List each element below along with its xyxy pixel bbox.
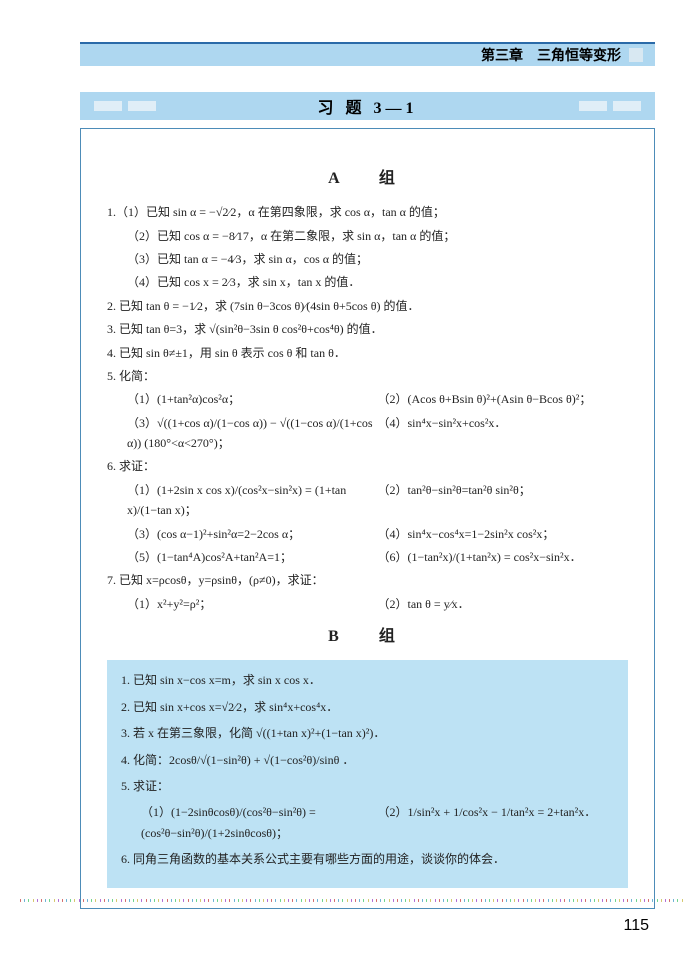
group-b-title: B 组 (107, 623, 628, 650)
question-6-4: （4）sin⁴x−cos⁴x=1−2sin²x cos²x； (378, 524, 629, 544)
header-decor-left (94, 101, 156, 111)
b-question-5: 5. 求证： (121, 776, 614, 796)
b-question-2: 2. 已知 sin x+cos x=√2⁄2，求 sin⁴x+cos⁴x． (121, 697, 614, 717)
question-5-2: （2）(Acos θ+Bsin θ)²+(Asin θ−Bcos θ)²； (378, 389, 629, 409)
question-5-3: （3）√((1+cos α)/(1−cos α)) − √((1−cos α)/… (127, 413, 378, 454)
question-1-3: （3）已知 tan α = −4⁄3，求 sin α，cos α 的值； (107, 249, 628, 269)
b-question-4: 4. 化简：2cosθ/√(1−sin²θ) + √(1−cos²θ)/sinθ… (121, 750, 614, 770)
group-b-box: 1. 已知 sin x−cos x=m，求 sin x cos x． 2. 已知… (107, 660, 628, 887)
question-6-6: （6）(1−tan²x)/(1+tan²x) = cos²x−sin²x． (378, 547, 629, 567)
header-decor-right (579, 101, 641, 111)
b-question-5-1: （1）(1−2sinθcosθ)/(cos²θ−sin²θ) = (cos²θ−… (141, 802, 378, 843)
question-6-2: （2）tan²θ−sin²θ=tan²θ sin²θ； (378, 480, 629, 521)
b-question-6: 6. 同角三角函数的基本关系公式主要有哪些方面的用途，谈谈你的体会． (121, 849, 614, 869)
section-header: 习 题 3—1 (80, 92, 655, 120)
question-7-1: （1）x²+y²=ρ²； (127, 594, 378, 614)
group-a-title: A 组 (107, 165, 628, 192)
b-question-5-2: （2）1/sin²x + 1/cos²x − 1/tan²x = 2+tan²x… (378, 802, 615, 843)
question-5-4: （4）sin⁴x−sin²x+cos²x． (378, 413, 629, 454)
b-question-3: 3. 若 x 在第三象限，化简 √((1+tan x)²+(1−tan x)²)… (121, 723, 614, 743)
question-1-1: 1.（1）已知 sin α = −√2⁄2，α 在第四象限，求 cos α，ta… (107, 202, 628, 222)
question-6: 6. 求证： (107, 456, 628, 476)
question-7-2: （2）tan θ = y⁄x． (378, 594, 629, 614)
section-title: 习 题 3—1 (317, 94, 417, 118)
question-6-3: （3）(cos α−1)²+sin²α=2−2cos α； (127, 524, 378, 544)
question-6-1: （1）(1+2sin x cos x)/(cos²x−sin²x) = (1+t… (127, 480, 378, 521)
page-content: A 组 1.（1）已知 sin α = −√2⁄2，α 在第四象限，求 cos … (80, 128, 655, 909)
header-decor (629, 48, 643, 62)
question-4: 4. 已知 sin θ≠±1，用 sin θ 表示 cos θ 和 tan θ． (107, 343, 628, 363)
question-1-2: （2）已知 cos α = −8⁄17，α 在第二象限，求 sin α，tan … (107, 226, 628, 246)
question-7: 7. 已知 x=ρcosθ，y=ρsinθ，(ρ≠0)，求证： (107, 570, 628, 590)
question-1-4: （4）已知 cos x = 2⁄3，求 sin x，tan x 的值． (107, 272, 628, 292)
question-2: 2. 已知 tan θ = −1⁄2，求 (7sin θ−3cos θ)⁄(4s… (107, 296, 628, 316)
page-number: 115 (623, 917, 649, 935)
chapter-header: 第三章 三角恒等变形 (80, 42, 655, 66)
question-3: 3. 已知 tan θ=3，求 √(sin²θ−3sin θ cos²θ+cos… (107, 319, 628, 339)
chapter-title: 第三章 三角恒等变形 (481, 45, 621, 65)
question-5: 5. 化简： (107, 366, 628, 386)
footer-dots (0, 899, 685, 907)
question-6-5: （5）(1−tan⁴A)cos²A+tan²A=1； (127, 547, 378, 567)
question-5-1: （1）(1+tan²α)cos²α； (127, 389, 378, 409)
b-question-1: 1. 已知 sin x−cos x=m，求 sin x cos x． (121, 670, 614, 690)
